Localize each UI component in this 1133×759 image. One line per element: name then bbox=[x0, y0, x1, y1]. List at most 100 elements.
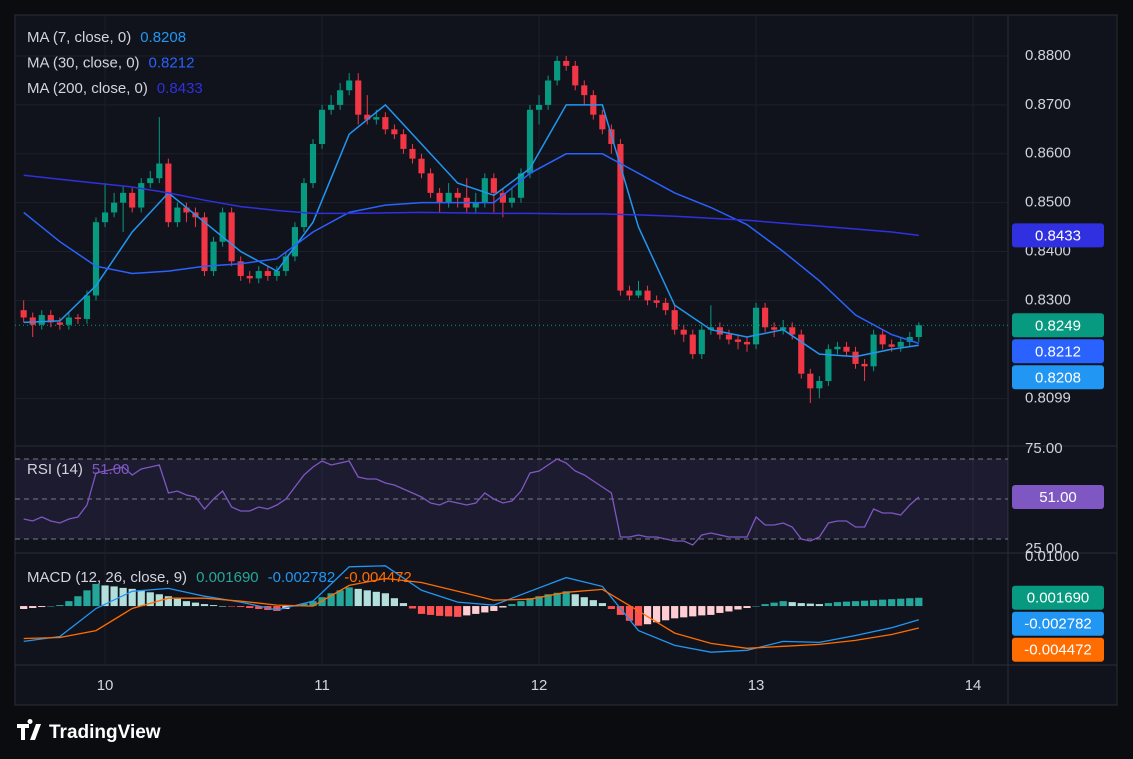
candle-body bbox=[291, 227, 299, 257]
x-tick-label: 13 bbox=[748, 677, 765, 694]
macd-histogram-bar bbox=[300, 603, 308, 607]
macd-histogram-bar bbox=[336, 590, 344, 607]
candle-body bbox=[789, 327, 796, 335]
candle-body bbox=[535, 104, 543, 110]
x-tick-label: 14 bbox=[965, 677, 982, 694]
macd-histogram-bar bbox=[65, 601, 73, 607]
macd-histogram-bar bbox=[824, 603, 833, 607]
macd-histogram-bar bbox=[255, 606, 263, 609]
candle-body bbox=[29, 317, 36, 325]
macd-histogram-bar bbox=[562, 591, 570, 607]
candle-body bbox=[391, 129, 398, 135]
logo-icon bbox=[17, 719, 41, 740]
candle-body bbox=[762, 307, 769, 328]
macd-histogram-bar bbox=[607, 606, 616, 609]
macd-histogram-bar bbox=[110, 586, 118, 607]
price-badge bbox=[1012, 585, 1104, 610]
macd-histogram-bar bbox=[191, 602, 200, 607]
macd-histogram-bar bbox=[354, 588, 362, 607]
candle-body bbox=[445, 192, 452, 203]
grid-layer bbox=[15, 15, 1008, 665]
candle-body bbox=[219, 212, 226, 242]
candle-body bbox=[373, 117, 380, 120]
legend-value: 51.00 bbox=[92, 461, 130, 478]
macd-histogram-bar bbox=[309, 601, 317, 607]
macd-histogram-bar bbox=[580, 597, 588, 607]
macd-histogram-bar bbox=[571, 594, 579, 607]
candle-body bbox=[545, 80, 552, 105]
candle-body bbox=[490, 178, 497, 193]
candle-body bbox=[743, 341, 751, 345]
macd-histogram-bar bbox=[671, 606, 679, 619]
candle-body bbox=[644, 290, 651, 301]
macd-histogram-bar bbox=[652, 606, 661, 623]
price-badge-label: 0.8249 bbox=[1035, 317, 1081, 334]
candle-body bbox=[20, 310, 27, 318]
price-badge bbox=[1012, 365, 1104, 390]
legend-name: RSI (14) bbox=[27, 461, 83, 478]
candle-body bbox=[798, 334, 805, 374]
y-tick-label: 0.8099 bbox=[1025, 390, 1071, 407]
macd-histogram-bar bbox=[417, 606, 426, 614]
macd-histogram-bar bbox=[173, 598, 182, 607]
candle-body bbox=[237, 261, 244, 276]
macd-histogram-bar bbox=[182, 601, 191, 607]
candle-body bbox=[309, 144, 317, 184]
candle-body bbox=[83, 295, 91, 319]
candle-body bbox=[427, 173, 434, 193]
macd-histogram-bar bbox=[698, 606, 706, 616]
macd-histogram-bar bbox=[426, 606, 435, 615]
macd-histogram-bar bbox=[689, 606, 697, 617]
macd-histogram-bar bbox=[680, 606, 688, 618]
macd-histogram-bar bbox=[472, 606, 480, 614]
macd-histogram-bar bbox=[56, 605, 64, 607]
y-tick-label: 0.8700 bbox=[1025, 96, 1071, 113]
candle-body bbox=[816, 381, 823, 389]
macd-line bbox=[23, 565, 919, 653]
macd-histogram-bar bbox=[29, 606, 37, 609]
macd-histogram-bar bbox=[906, 598, 914, 607]
candle-body bbox=[852, 351, 859, 364]
candle-body bbox=[228, 212, 235, 262]
candle-body bbox=[65, 317, 72, 325]
macd-histogram-bar bbox=[20, 606, 28, 609]
ma-line bbox=[23, 103, 919, 358]
price-badge-label: 0.8212 bbox=[1035, 343, 1081, 360]
candle-body bbox=[752, 307, 760, 345]
candle-body bbox=[671, 310, 678, 330]
macd-histogram-bar bbox=[833, 602, 842, 607]
candle-body bbox=[626, 290, 633, 296]
candle-body bbox=[355, 80, 362, 115]
price-badge-label: -0.004472 bbox=[1024, 642, 1092, 659]
candle-body bbox=[563, 60, 570, 66]
legend-name: MA (7, close, 0) bbox=[27, 29, 131, 46]
macd-histogram-bar bbox=[888, 599, 896, 607]
x-tick-label: 10 bbox=[97, 677, 114, 694]
candle-body bbox=[734, 339, 742, 342]
candle-body bbox=[499, 192, 506, 203]
y-tick-label: 25.00 bbox=[1025, 540, 1063, 557]
candle-body bbox=[210, 241, 217, 272]
candle-body bbox=[517, 173, 525, 198]
macd-histogram-bar bbox=[499, 606, 507, 608]
price-badge-label: 0.8208 bbox=[1035, 369, 1081, 386]
candle-body bbox=[129, 192, 136, 208]
candle-body bbox=[318, 109, 326, 145]
macd-histogram-bar bbox=[788, 602, 796, 607]
macd-histogram-bar bbox=[454, 606, 462, 617]
candle-body bbox=[183, 207, 190, 213]
candle-body bbox=[879, 334, 886, 345]
macd-histogram-bar bbox=[589, 600, 597, 607]
price-badge bbox=[1012, 637, 1104, 662]
candle-body bbox=[56, 322, 63, 325]
candle-body bbox=[870, 334, 877, 367]
logo[interactable]: TradingView bbox=[17, 719, 161, 743]
macd-histogram-bar bbox=[345, 587, 353, 607]
rsi-line bbox=[23, 458, 920, 546]
candle-body bbox=[346, 80, 353, 91]
macd-histogram-bar bbox=[860, 600, 869, 607]
candle-body bbox=[120, 192, 127, 203]
macd-histogram-bar bbox=[101, 585, 109, 607]
candle-body bbox=[454, 192, 461, 198]
